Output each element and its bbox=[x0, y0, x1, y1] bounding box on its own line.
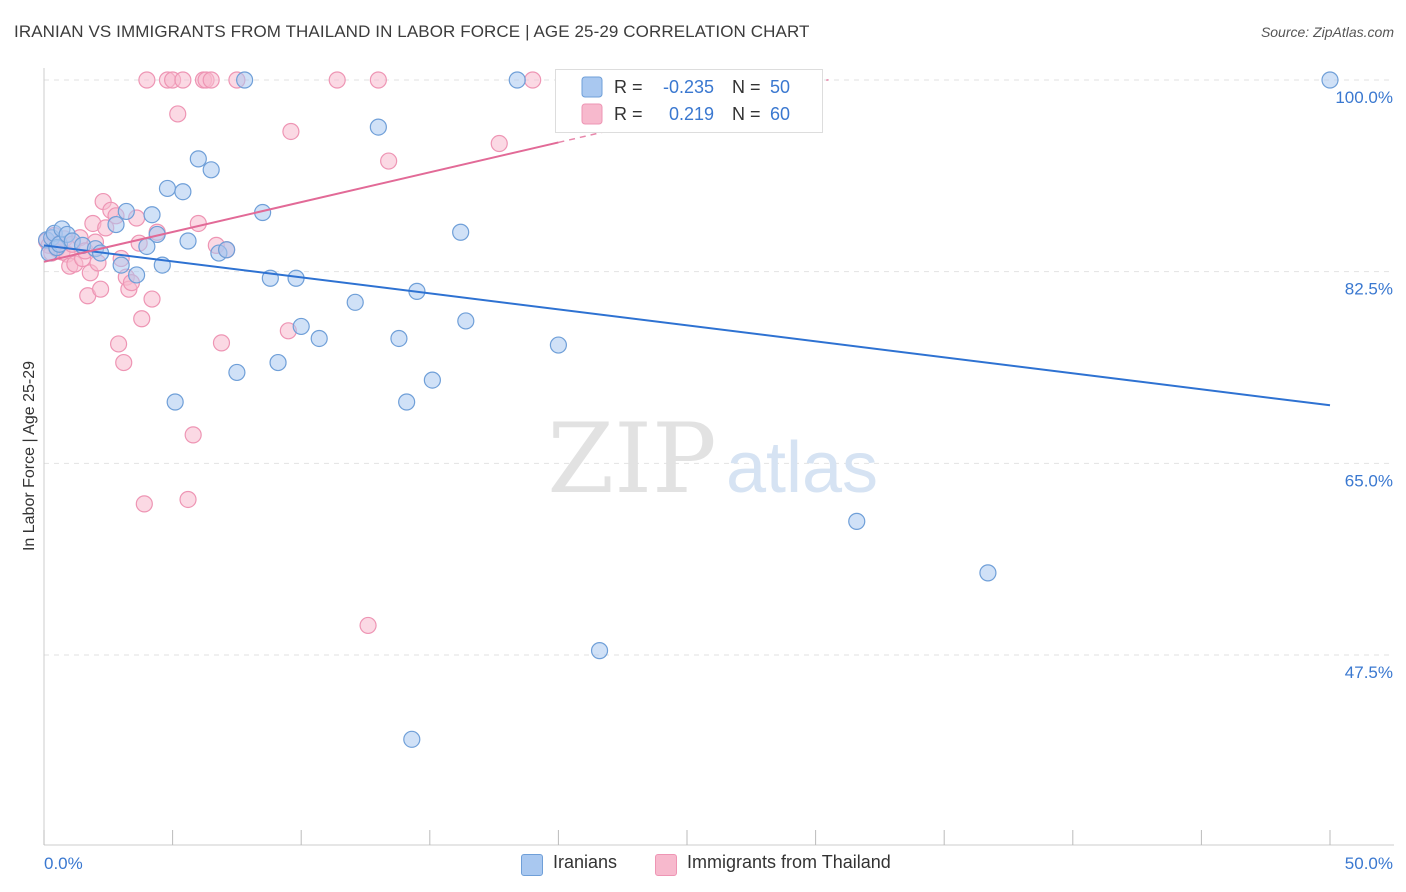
legend-n-label-iranians: N = bbox=[732, 77, 761, 97]
legend-r-label-iranians: R = bbox=[614, 77, 643, 97]
point-iranians bbox=[457, 312, 475, 330]
source-credit: Source: ZipAtlas.com bbox=[1260, 24, 1394, 40]
point-iranians bbox=[112, 256, 130, 274]
x-tick-label: 50.0% bbox=[1345, 854, 1393, 873]
point-iranians bbox=[174, 183, 192, 201]
point-thailand bbox=[179, 490, 197, 509]
point-thailand bbox=[202, 71, 220, 89]
watermark-zip: ZIP bbox=[547, 403, 716, 515]
point-thailand bbox=[135, 495, 153, 513]
legend-n-label-thailand: N = bbox=[732, 104, 761, 124]
point-iranians bbox=[369, 118, 387, 136]
axes-layer bbox=[43, 68, 1394, 846]
point-thailand bbox=[490, 134, 508, 153]
watermark: ZIP atlas bbox=[547, 403, 878, 515]
point-iranians bbox=[179, 232, 197, 250]
point-iranians bbox=[236, 71, 254, 89]
point-thailand bbox=[174, 71, 192, 89]
point-iranians bbox=[127, 266, 146, 284]
series-legend-swatch-iranians bbox=[521, 854, 543, 876]
legend-r-value-thailand: 0.219 bbox=[669, 104, 714, 124]
legend-r-label-thailand: R = bbox=[614, 104, 643, 124]
point-thailand bbox=[524, 71, 542, 89]
point-iranians bbox=[107, 215, 125, 234]
point-thailand bbox=[184, 426, 202, 444]
series-legend-swatch-thailand bbox=[655, 854, 677, 876]
point-thailand bbox=[359, 616, 377, 635]
point-iranians bbox=[310, 329, 328, 348]
point-iranians bbox=[292, 317, 310, 336]
point-thailand bbox=[115, 353, 133, 372]
point-iranians bbox=[390, 329, 408, 348]
point-iranians bbox=[158, 179, 177, 198]
point-iranians bbox=[189, 150, 207, 168]
point-thailand bbox=[143, 290, 161, 308]
trendline-thailand bbox=[43, 141, 559, 263]
point-thailand bbox=[189, 214, 207, 233]
legend-n-value-iranians: 50 bbox=[770, 77, 790, 97]
point-iranians bbox=[423, 371, 441, 389]
point-iranians bbox=[166, 393, 184, 411]
legend-swatch-thailand bbox=[581, 103, 603, 125]
point-iranians bbox=[590, 642, 609, 660]
point-iranians bbox=[1321, 71, 1339, 89]
point-thailand bbox=[282, 122, 300, 141]
labels-layer: 47.5% 65.0% 82.5% 100.0% 0.0% 50.0% bbox=[44, 88, 1393, 873]
series-legend-label-thailand: Immigrants from Thailand bbox=[687, 852, 891, 872]
correlation-legend: R = -0.235 N = 50 R = 0.219 N = 60 bbox=[555, 69, 823, 133]
point-iranians bbox=[228, 363, 246, 382]
point-thailand bbox=[169, 105, 187, 123]
grid-layer bbox=[44, 79, 1394, 656]
point-iranians bbox=[403, 730, 421, 748]
point-thailand bbox=[91, 280, 110, 298]
legend-swatch-iranians bbox=[581, 76, 603, 98]
point-iranians bbox=[979, 564, 997, 582]
y-tick-label: 100.0% bbox=[1335, 88, 1393, 107]
series-legend-label-iranians: Iranians bbox=[553, 852, 618, 872]
point-iranians bbox=[269, 353, 287, 372]
legend-n-value-thailand: 60 bbox=[770, 104, 790, 124]
point-iranians bbox=[549, 336, 568, 354]
point-iranians bbox=[117, 202, 135, 221]
point-thailand bbox=[369, 71, 387, 89]
chart-title: IRANIAN VS IMMIGRANTS FROM THAILAND IN L… bbox=[14, 22, 810, 41]
y-tick-label: 65.0% bbox=[1345, 471, 1393, 490]
series-legend: Iranians Immigrants from Thailand bbox=[0, 850, 1406, 880]
point-thailand bbox=[212, 334, 231, 352]
point-thailand bbox=[380, 152, 398, 170]
point-iranians bbox=[346, 293, 364, 311]
legend-r-value-iranians: -0.235 bbox=[663, 77, 714, 97]
point-thailand bbox=[328, 71, 346, 89]
y-tick-label: 82.5% bbox=[1345, 280, 1393, 299]
watermark-atlas: atlas bbox=[726, 428, 878, 508]
legend-graphic: R = -0.235 N = 50 R = 0.219 N = 60 bbox=[581, 76, 790, 125]
point-iranians bbox=[218, 241, 236, 259]
point-thailand bbox=[109, 335, 128, 353]
y-tick-label: 47.5% bbox=[1345, 663, 1393, 682]
point-iranians bbox=[398, 393, 416, 411]
point-iranians bbox=[508, 71, 526, 89]
point-iranians bbox=[848, 512, 866, 530]
y-axis-label: In Labor Force | Age 25-29 bbox=[21, 361, 38, 551]
x-tick-label: 0.0% bbox=[44, 854, 83, 873]
point-iranians bbox=[202, 161, 220, 179]
point-thailand bbox=[138, 71, 156, 89]
point-thailand bbox=[133, 310, 151, 328]
point-iranians bbox=[452, 223, 470, 241]
trendline-iranians bbox=[43, 244, 1331, 407]
point-iranians bbox=[143, 206, 161, 224]
